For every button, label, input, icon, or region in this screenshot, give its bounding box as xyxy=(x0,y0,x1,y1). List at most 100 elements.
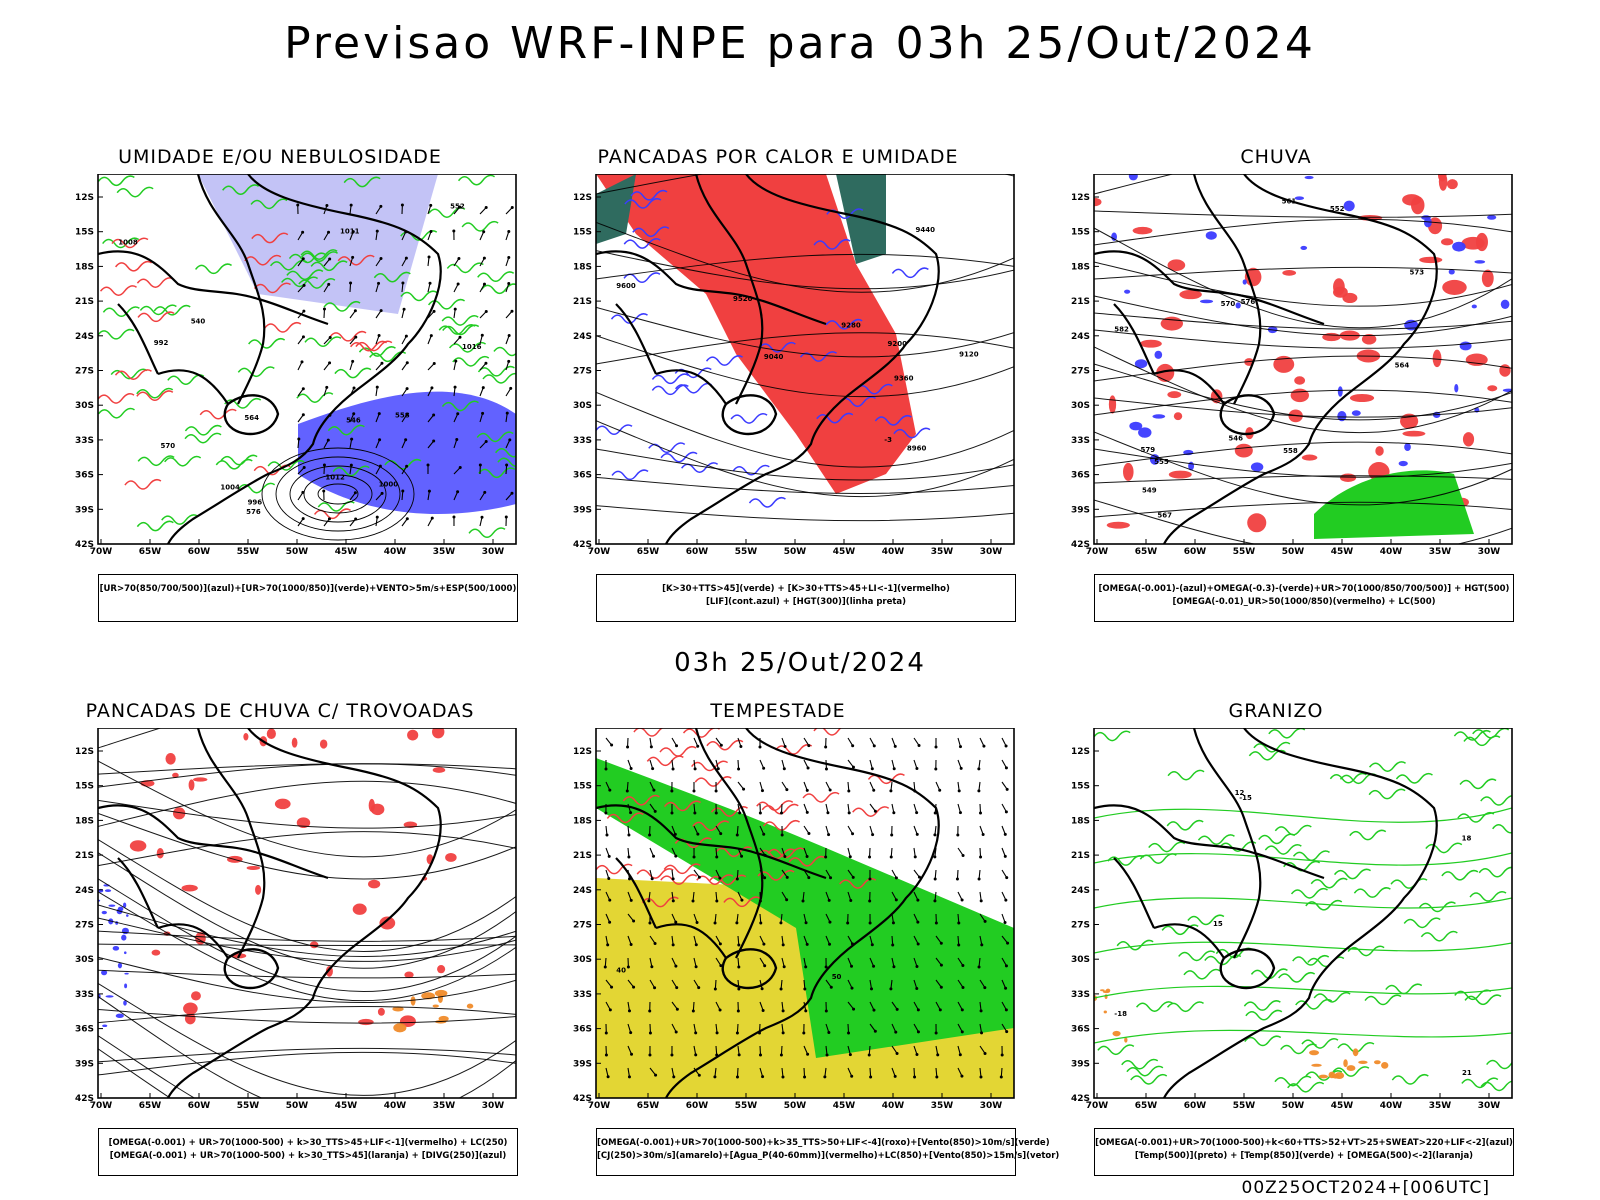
lat-tick-label: 21S xyxy=(573,851,592,861)
lat-tick-label: 21S xyxy=(1071,851,1090,861)
contour-label: 564 xyxy=(1395,362,1410,370)
contour-label: 546 xyxy=(1228,434,1243,442)
lon-tick-label: 35W xyxy=(1429,547,1452,557)
panel-trovoadas: PANCADAS DE CHUVA C/ TROVOADAS [OMEGA(-0… xyxy=(55,700,518,1190)
map-chuva: 582 579 576 573 570 567 564 561 558 555 552 549 546 1… xyxy=(1071,174,1513,557)
legend-line: [OMEGA(-0.001) + UR>70(1000-500) + k>30_… xyxy=(108,1138,508,1148)
lon-tick-label: 60W xyxy=(1184,1101,1207,1111)
lat-tick-label: 33S xyxy=(75,990,94,1000)
lon-tick-label: 70W xyxy=(588,1101,611,1111)
contour-label: 1012 xyxy=(325,473,345,481)
lat-tick-label: 36S xyxy=(75,471,94,481)
lon-tick-label: 35W xyxy=(433,1101,456,1111)
panel-title: CHUVA xyxy=(1240,146,1312,168)
lat-tick-label: 18S xyxy=(1071,262,1090,272)
lat-tick-label: 36S xyxy=(1071,471,1090,481)
contour-label: 576 xyxy=(1241,298,1256,306)
lon-tick-label: 55W xyxy=(735,1101,758,1111)
contour-label: 576 xyxy=(246,508,261,516)
panel-title: PANCADAS DE CHUVA C/ TROVOADAS xyxy=(85,700,475,722)
lon-tick-label: 50W xyxy=(1282,1101,1305,1111)
lat-tick-label: 33S xyxy=(1071,990,1090,1000)
lat-tick-label: 18S xyxy=(75,262,94,272)
lon-tick-label: 35W xyxy=(931,1101,954,1111)
lon-tick-label: 65W xyxy=(1135,547,1158,557)
lat-tick-label: 36S xyxy=(573,1025,592,1035)
panel-legend: [UR>70(850/700/500)](azul)+[UR>70(1000/8… xyxy=(98,574,518,622)
map-tempestade: 40 50 12S 15S 18S 21S 24S 27S 30S 33S 36S 39S 42S70W… xyxy=(573,728,1015,1111)
lat-tick-label: 12S xyxy=(1071,747,1090,757)
contour-label: 9040 xyxy=(764,353,784,361)
lat-tick-label: 27S xyxy=(1071,367,1090,377)
lon-tick-label: 30W xyxy=(482,1101,505,1111)
lat-tick-label: 12S xyxy=(75,747,94,757)
contour-label: 9200 xyxy=(887,340,907,348)
lat-tick-label: 30S xyxy=(75,401,94,411)
lat-tick-label: 21S xyxy=(1071,297,1090,307)
legend-line: [OMEGA(-0.001)+UR>70(1000-500)+k>35_TTS>… xyxy=(597,1138,1050,1148)
panel-legend: [K>30+TTS>45](verde) + [K>30+TTS>45+LI<-… xyxy=(596,574,1016,622)
contour-label: 8960 xyxy=(907,445,927,453)
contour-label: 12 xyxy=(1235,789,1245,797)
map-frame xyxy=(595,728,1015,1099)
lon-tick-label: 60W xyxy=(1184,547,1207,557)
lat-tick-label: 42S xyxy=(75,540,94,550)
panel-legend: [OMEGA(-0.001)-(azul)+OMEGA(-0.3)-(verde… xyxy=(1094,574,1514,622)
lat-tick-label: 12S xyxy=(573,747,592,757)
map-frame xyxy=(1093,728,1513,1099)
lon-tick-label: 70W xyxy=(1086,1101,1109,1111)
lon-tick-label: 65W xyxy=(139,1101,162,1111)
lat-tick-label: 15S xyxy=(75,228,94,238)
legend-line: [OMEGA(-0.001) + UR>70(1000-500) + k>30_… xyxy=(109,1151,507,1161)
panel-granizo: GRANIZO [OMEGA(-0.001)+UR>70(1000-500)+k… xyxy=(1051,700,1514,1190)
lat-tick-label: 39S xyxy=(75,505,94,515)
map-layers: 9600 9520 9440 9360 9280 9200 9120 9040 8960 -3 xyxy=(596,174,1014,544)
contour-label: 570 xyxy=(161,442,176,450)
map-umidade: 1008 1012 1004 1000 1016 996 992 576 570 564 558 55… xyxy=(75,174,517,557)
lat-tick-label: 42S xyxy=(75,1094,94,1104)
contour-label: 15 xyxy=(1213,920,1223,928)
footer-timestamp: 00Z25OCT2024+[006UTC] xyxy=(1241,1178,1490,1198)
main-title: Previsao WRF-INPE para 03h 25/Out/2024 xyxy=(284,18,1316,69)
legend-line: [OMEGA(-0.001)-(azul)+OMEGA(-0.3)-(verde… xyxy=(1098,584,1510,594)
contour-label: 9440 xyxy=(916,226,936,234)
panel-tempestade: TEMPESTADE [OMEGA(-0.001)+UR>70(1000-500… xyxy=(553,700,1059,1190)
lon-tick-label: 70W xyxy=(90,547,113,557)
lat-tick-label: 18S xyxy=(573,262,592,272)
panel-legend: [OMEGA(-0.001) + UR>70(1000-500) + k>30_… xyxy=(98,1128,518,1176)
panel-title: PANCADAS POR CALOR E UMIDADE xyxy=(597,146,959,168)
contour-label: 558 xyxy=(1283,447,1298,455)
lat-tick-label: 15S xyxy=(1071,228,1090,238)
lat-tick-label: 30S xyxy=(1071,401,1090,411)
map-granizo: -18 -15 21 18 12 15 12S 15S 18S 21S 24S 27S 30S 33S 36… xyxy=(1071,728,1513,1111)
lat-tick-label: 21S xyxy=(75,851,94,861)
lon-tick-label: 30W xyxy=(980,547,1003,557)
lat-tick-label: 39S xyxy=(1071,1059,1090,1069)
contour-label: 1011 xyxy=(340,227,360,235)
panel-umidade: UMIDADE E/OU NEBULOSIDADE [UR>70(850/700… xyxy=(55,146,518,636)
contour-label: 1008 xyxy=(118,239,138,247)
map-layers: -18 -15 21 18 12 15 xyxy=(1094,728,1512,1098)
coastline xyxy=(98,174,442,544)
contour-label: 1016 xyxy=(462,343,482,351)
panel-title: TEMPESTADE xyxy=(710,700,846,722)
coastline xyxy=(1094,174,1438,544)
panel-legend: [OMEGA(-0.001)+UR>70(1000-500)+k<60+TTS>… xyxy=(1094,1128,1514,1176)
legend-line: [UR>70(850/700/500)](azul)+[UR>70(1000/8… xyxy=(99,584,517,594)
lat-tick-label: 36S xyxy=(573,471,592,481)
contour-label: 567 xyxy=(1157,512,1172,520)
lon-tick-label: 40W xyxy=(1380,547,1403,557)
map-frame xyxy=(97,728,517,1099)
lon-tick-label: 65W xyxy=(637,547,660,557)
lat-tick-label: 24S xyxy=(573,886,592,896)
map-layers: 582 579 576 573 570 567 564 561 558 555 552 549 546 xyxy=(1094,174,1512,544)
panel-title: GRANIZO xyxy=(1228,700,1324,722)
lat-tick-label: 42S xyxy=(573,540,592,550)
lat-tick-label: 24S xyxy=(75,886,94,896)
lon-tick-label: 35W xyxy=(433,547,456,557)
lat-tick-label: 30S xyxy=(1071,955,1090,965)
map-layers xyxy=(98,728,516,1098)
lat-tick-label: 42S xyxy=(573,1094,592,1104)
contour-label: 9520 xyxy=(733,295,753,303)
